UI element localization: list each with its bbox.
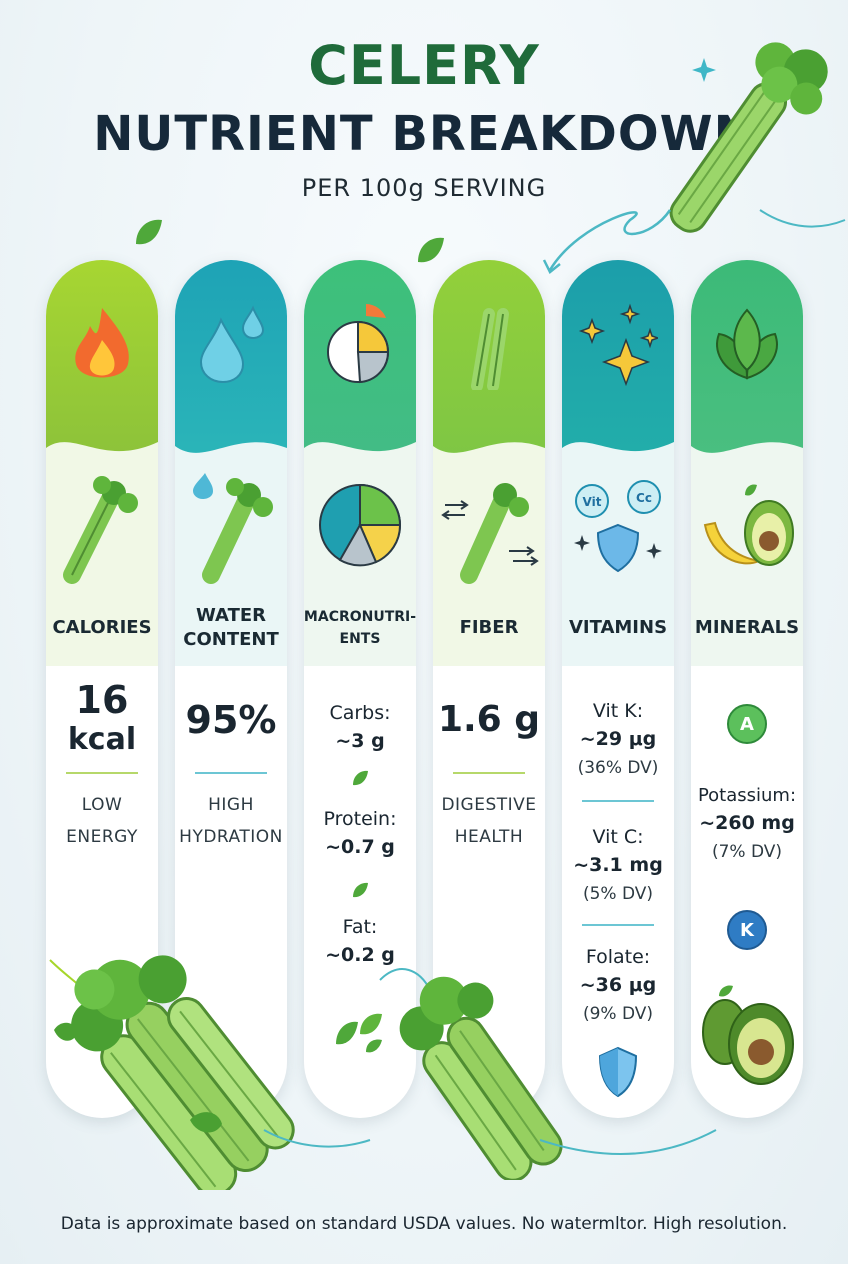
protein-value: ~0.7 g (325, 836, 395, 858)
leaf-icon (353, 882, 368, 898)
celery-decoration-icon (669, 42, 828, 233)
macros-label-line2: ENTS (339, 631, 381, 647)
vitamins-label: VITAMINS (568, 617, 668, 638)
sparkle-icon (578, 303, 658, 387)
vitk-label: Vit K: (592, 700, 644, 722)
vitk-value: ~29 μg (579, 728, 657, 750)
divider (195, 772, 267, 774)
banana-avocado-icon (703, 484, 794, 566)
divider (582, 924, 654, 926)
fiber-column: FIBER 1.6 g DIGESTIVE HEALTH (433, 260, 545, 1118)
carbs-value: ~3 g (335, 730, 385, 752)
water-label-band: WATER CONTENT (175, 590, 287, 666)
divider (453, 772, 525, 774)
folate-dv: (9% DV) (582, 1004, 654, 1024)
water-label-line1: WATER (195, 605, 266, 626)
fiber-value: 1.6 g (437, 699, 541, 740)
leaf-decoration-icon (136, 219, 162, 245)
vitc-dv: (5% DV) (582, 884, 654, 904)
leaf-decoration-icon (418, 237, 444, 263)
celery-arrows-icon (441, 483, 539, 584)
calories-value: 16 (75, 678, 129, 722)
water-drop-icon (199, 305, 265, 384)
celery-bunch-icon (49, 955, 295, 1190)
calories-unit: kcal (67, 722, 137, 757)
vitc-value: ~3.1 mg (573, 854, 663, 876)
pie-chart-icon (327, 304, 390, 384)
celery-water-icon (193, 473, 273, 584)
vitc-label: Vit C: (592, 826, 644, 848)
mineral-badge-a: A (727, 704, 767, 744)
leaves-icon (336, 1013, 382, 1053)
celery-bunch-icon (379, 968, 563, 1180)
calories-desc-line2: ENERGY (66, 827, 138, 847)
calories-label-band: CALORIES (46, 590, 158, 666)
fiber-label-band: FIBER (433, 590, 545, 666)
calories-mid-band (46, 460, 158, 666)
page-title-line2: NUTRIENT BREAKDOWN (93, 106, 755, 162)
water-value: 95% (185, 698, 277, 742)
macros-label-line1: MACRONUTRI- (304, 609, 416, 625)
folate-value: ~36 μg (579, 974, 657, 996)
water-label-line2: CONTENT (183, 629, 279, 650)
svg-text:Vit: Vit (583, 495, 602, 509)
fiber-label: FIBER (459, 617, 519, 638)
leaf-icon (353, 770, 368, 786)
minerals-label: MINERALS (694, 617, 800, 638)
minerals-column: MINERALS A Potassium: ~260 mg (7% DV) K (691, 260, 803, 1118)
macros-column: MACRONUTRI- ENTS Carbs: ~3 g Protein: ~0… (304, 260, 416, 1118)
swirl-arrow-icon (542, 209, 846, 274)
celery-icon (63, 476, 138, 584)
carbs-label: Carbs: (329, 702, 391, 724)
fiber-header-band (433, 260, 545, 460)
fat-value: ~0.2 g (325, 944, 395, 966)
protein-label: Protein: (323, 808, 397, 830)
vitk-dv: (36% DV) (577, 758, 659, 778)
water-column: WATER CONTENT 95% HIGH HYDRATION (175, 260, 287, 1118)
swirl-line-icon (263, 1129, 717, 1155)
water-desc-line2: HYDRATION (179, 827, 283, 847)
footnote: Data is approximate based on standard US… (60, 1214, 788, 1234)
mineral-badge-k: K (727, 910, 767, 950)
fiber-desc-line1: DIGESTIVE (441, 795, 537, 815)
page-title: CELERY (308, 34, 540, 97)
leaf-icon (716, 308, 778, 380)
vitamin-shield-icon: Vit Cc (574, 480, 662, 573)
svg-text:Cc: Cc (636, 491, 652, 505)
celery-stalk-icon (471, 308, 509, 390)
fiber-mid-band (433, 460, 545, 666)
fat-label: Fat: (342, 916, 378, 938)
divider (582, 800, 654, 802)
water-desc-line1: HIGH (208, 795, 254, 815)
macros-label-band: MACRONUTRI- ENTS (304, 590, 416, 666)
potassium-value: ~260 mg (699, 812, 795, 834)
sparkle-decoration-icon (692, 58, 716, 82)
minerals-label-band: MINERALS (691, 590, 803, 666)
folate-label: Folate: (585, 946, 651, 968)
calories-label: CALORIES (52, 617, 152, 638)
page-subtitle: PER 100g SERVING (301, 174, 547, 202)
vitamins-label-band: VITAMINS (562, 590, 674, 666)
divider (66, 772, 138, 774)
flame-icon (75, 308, 129, 378)
vitamins-column: Vit Cc VITAMINS Vit K: ~29 μg (36% DV) V… (562, 260, 674, 1118)
potassium-dv: (7% DV) (711, 842, 783, 862)
shield-icon (598, 1046, 638, 1098)
calories-desc-line1: LOW (81, 795, 123, 815)
potassium-label: Potassium: (697, 785, 797, 806)
fiber-desc-line2: HEALTH (454, 827, 524, 847)
pie-chart-icon (319, 483, 402, 567)
avocado-icon (702, 985, 794, 1085)
